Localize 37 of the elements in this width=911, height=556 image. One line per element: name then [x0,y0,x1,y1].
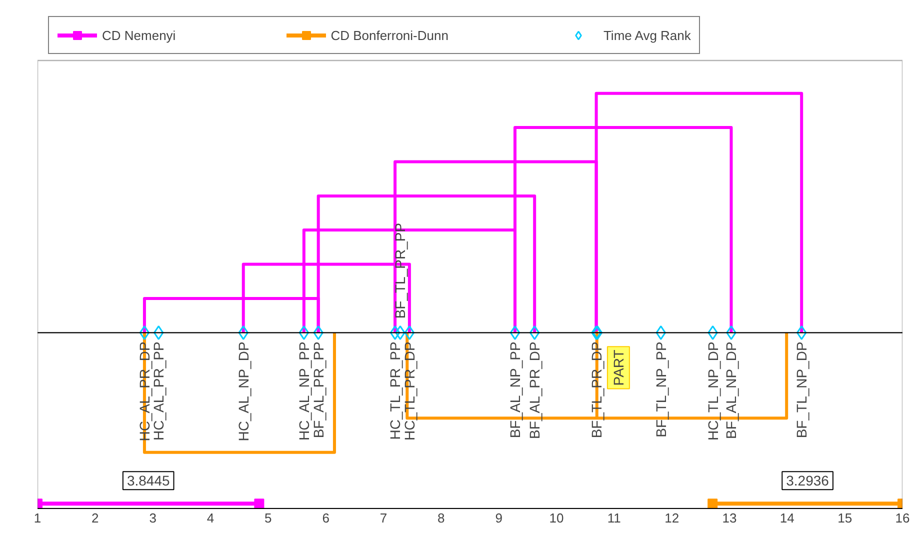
x-tick-label: 15 [838,510,852,526]
x-tick-label: 5 [264,510,272,526]
annotation: BF_AL_NP_PP [506,342,523,438]
x-tick-label: 8 [438,510,445,526]
annotation: HC_TL_PR_PP [387,342,404,440]
legend-label: CD Bonferroni-Dunn [330,28,448,42]
annotation: BF_TL_PR_DP [588,342,604,438]
legend-label: CD Nemenyi [102,28,176,42]
x-tick-label: 12 [664,510,680,526]
annotation: HC_AL_NP_DP [235,342,252,442]
x-tick-label: 6 [322,510,330,526]
x-tick-label: 1 [34,510,42,526]
annotation: PART [610,349,626,386]
x-tick-label: 14 [780,510,794,526]
annotation: HC_TL_PR_DP [401,342,418,440]
annotation: HC_AL_PR_DP [136,342,152,442]
annotation: HC_AL_PR_PP [150,342,167,441]
x-tick-label: 2 [92,510,99,526]
x-tick-label: 13 [722,510,737,526]
annotation: BF_TL_NP_PP [652,342,669,438]
annotation: HC_TL_NP_DP [704,342,721,440]
annotation: 3.8445 [126,472,170,489]
annotation: HC_AL_NP_PP [296,342,312,441]
annotation: BF_TL_NP_DP [794,342,810,438]
annotation: BF_AL_NP_DP [723,342,740,439]
x-tick-label: 10 [549,510,564,526]
x-tick-label: 11 [607,510,621,526]
legend-label: Time Avg Rank [603,28,691,42]
x-tick-label: 7 [380,510,388,526]
x-tick-label: 9 [495,510,502,526]
x-tick-label: 16 [895,510,910,526]
annotation: BF_TL_PR_PP [392,222,408,319]
x-tick-label: 3 [149,510,156,526]
annotation: BF_AL_PR_DP [526,342,543,439]
x-tick-label: 4 [206,510,214,526]
annotation: BF_AL_PR_PP [310,342,326,438]
annotation: 3.2936 [786,472,830,489]
